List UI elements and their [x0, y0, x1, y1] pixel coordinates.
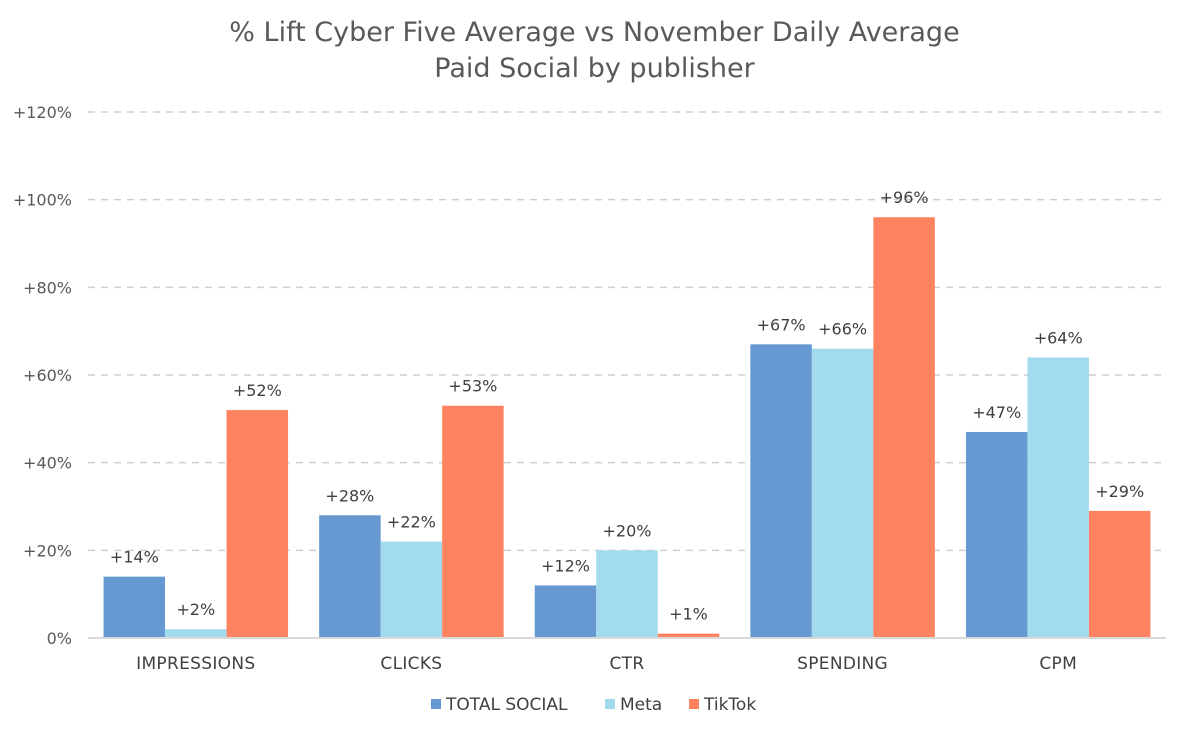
data-label: +66%: [818, 320, 867, 339]
y-tick-label: +60%: [23, 366, 72, 385]
legend-swatch: [605, 699, 615, 709]
chart-title: % Lift Cyber Five Average vs November Da…: [229, 17, 960, 48]
data-label: +52%: [233, 381, 282, 400]
data-label: +12%: [541, 556, 590, 575]
y-tick-label: +120%: [13, 103, 72, 122]
legend-label: TOTAL SOCIAL: [445, 695, 568, 715]
bar: [811, 348, 874, 638]
data-label: +20%: [603, 521, 652, 540]
data-label: +28%: [325, 486, 374, 505]
x-tick-label: CLICKS: [380, 654, 442, 674]
x-tick-label: IMPRESSIONS: [136, 654, 255, 674]
y-tick-label: 0%: [47, 629, 72, 648]
data-label: +67%: [757, 315, 806, 334]
bar: [1027, 357, 1089, 638]
y-tick-label: +100%: [13, 191, 72, 210]
bar: [534, 585, 597, 638]
bar: [657, 633, 720, 638]
legend-label: TikTok: [703, 695, 756, 715]
data-label: +64%: [1034, 328, 1083, 347]
bar: [873, 217, 935, 638]
chart-subtitle: Paid Social by publisher: [434, 53, 755, 84]
data-label: +47%: [972, 403, 1021, 422]
legend-swatch: [431, 699, 441, 709]
bar: [103, 576, 166, 638]
bar: [965, 431, 1028, 638]
data-label: +53%: [448, 377, 497, 396]
y-tick-label: +80%: [23, 278, 72, 297]
bar: [1088, 510, 1151, 638]
y-tick-label: +40%: [23, 454, 72, 473]
bar: [442, 405, 504, 638]
data-label: +2%: [176, 600, 215, 619]
bar: [596, 550, 658, 638]
bar: [319, 515, 381, 638]
data-label: +1%: [669, 605, 708, 624]
bar: [226, 410, 289, 638]
y-tick-label: +20%: [23, 541, 72, 560]
data-label: +22%: [387, 513, 436, 532]
data-label: +96%: [880, 188, 929, 207]
x-tick-label: CPM: [1039, 654, 1077, 674]
data-label: +29%: [1095, 482, 1144, 501]
bar: [380, 541, 443, 638]
legend-swatch: [689, 699, 699, 709]
x-tick-label: CTR: [610, 654, 645, 674]
bar: [750, 344, 812, 638]
data-label: +14%: [110, 548, 159, 567]
bar: [165, 629, 227, 638]
legend-label: Meta: [620, 695, 662, 715]
x-tick-label: SPENDING: [797, 654, 888, 674]
